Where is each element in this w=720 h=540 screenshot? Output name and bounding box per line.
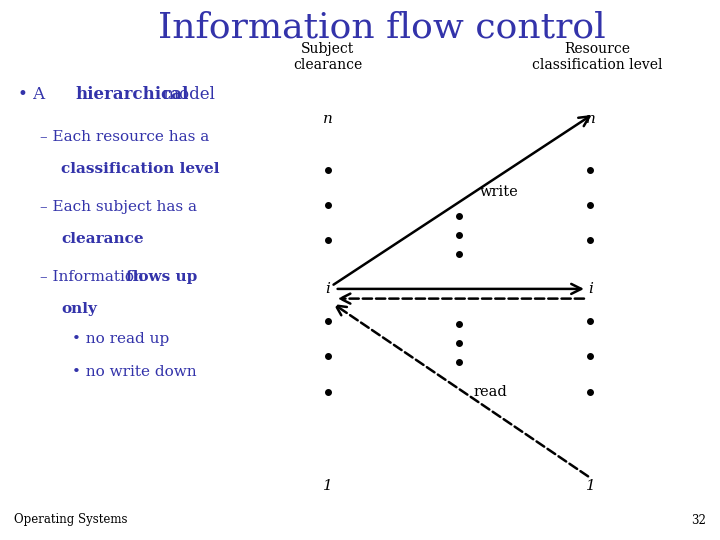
Text: write: write (480, 185, 519, 199)
Text: n: n (323, 112, 333, 126)
Text: Information flow control: Information flow control (158, 10, 606, 44)
Text: Subject
clearance: Subject clearance (293, 42, 362, 72)
Text: – Each resource has a: – Each resource has a (40, 130, 209, 144)
Text: hierarchical: hierarchical (76, 86, 189, 103)
Text: • no write down: • no write down (72, 364, 197, 379)
Text: – Each subject has a: – Each subject has a (40, 200, 197, 214)
Text: only: only (61, 302, 97, 316)
Text: – Information: – Information (40, 270, 148, 284)
Text: n: n (585, 112, 595, 126)
Text: 1: 1 (585, 479, 595, 493)
Text: i: i (325, 282, 330, 296)
Text: 1: 1 (323, 479, 333, 493)
Text: i: i (588, 282, 593, 296)
FancyArrowPatch shape (336, 306, 588, 476)
Text: flows up: flows up (126, 270, 197, 284)
Text: read: read (473, 384, 507, 399)
Text: 32: 32 (690, 514, 706, 526)
Text: model: model (158, 86, 215, 103)
Text: Resource
classification level: Resource classification level (532, 42, 663, 72)
Text: classification level: classification level (61, 162, 220, 176)
Text: Operating Systems: Operating Systems (14, 514, 128, 526)
FancyArrowPatch shape (341, 294, 584, 303)
Text: • no read up: • no read up (72, 332, 169, 346)
Text: clearance: clearance (61, 232, 144, 246)
Text: • A: • A (18, 86, 50, 103)
